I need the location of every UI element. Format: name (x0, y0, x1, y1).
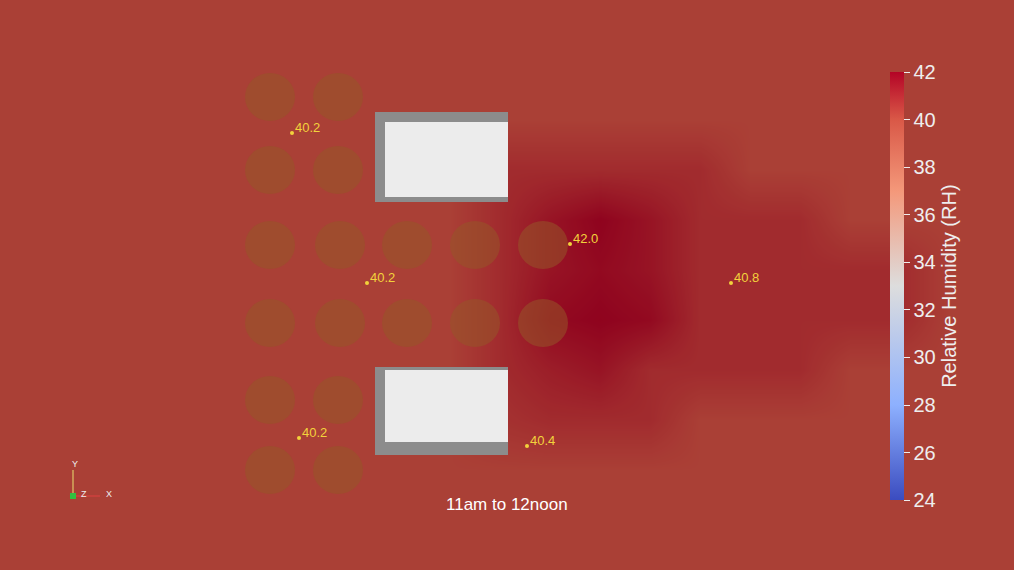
svg-text:40: 40 (914, 109, 936, 131)
svg-text:34: 34 (914, 251, 936, 273)
svg-text:38: 38 (914, 156, 936, 178)
svg-text:Relative Humidity (RH): Relative Humidity (RH) (938, 184, 960, 387)
svg-text:40.2: 40.2 (302, 425, 327, 440)
svg-text:40.2: 40.2 (295, 120, 320, 135)
svg-text:36: 36 (914, 204, 936, 226)
svg-text:42.0: 42.0 (573, 231, 598, 246)
svg-text:30: 30 (914, 346, 936, 368)
svg-text:42: 42 (914, 61, 936, 83)
svg-text:11am to 12noon: 11am to 12noon (446, 495, 568, 514)
svg-text:X: X (106, 489, 112, 499)
svg-text:24: 24 (914, 489, 936, 511)
svg-text:40.2: 40.2 (370, 270, 395, 285)
svg-text:40.4: 40.4 (530, 433, 555, 448)
svg-text:Z: Z (81, 489, 87, 499)
svg-text:26: 26 (914, 442, 936, 464)
svg-text:40.8: 40.8 (734, 270, 759, 285)
svg-text:Y: Y (72, 459, 78, 469)
svg-text:32: 32 (914, 299, 936, 321)
svg-text:28: 28 (914, 394, 936, 416)
